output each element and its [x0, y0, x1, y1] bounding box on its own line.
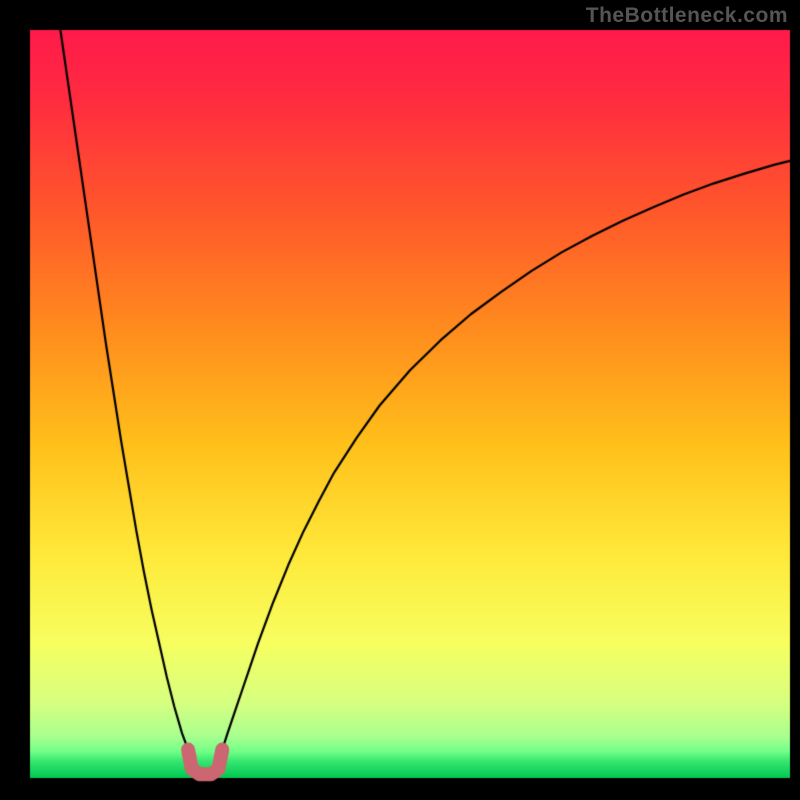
- watermark-text: TheBottleneck.com: [586, 4, 788, 28]
- bottleneck-curve-chart: [0, 0, 800, 800]
- chart-stage: TheBottleneck.com: [0, 0, 800, 800]
